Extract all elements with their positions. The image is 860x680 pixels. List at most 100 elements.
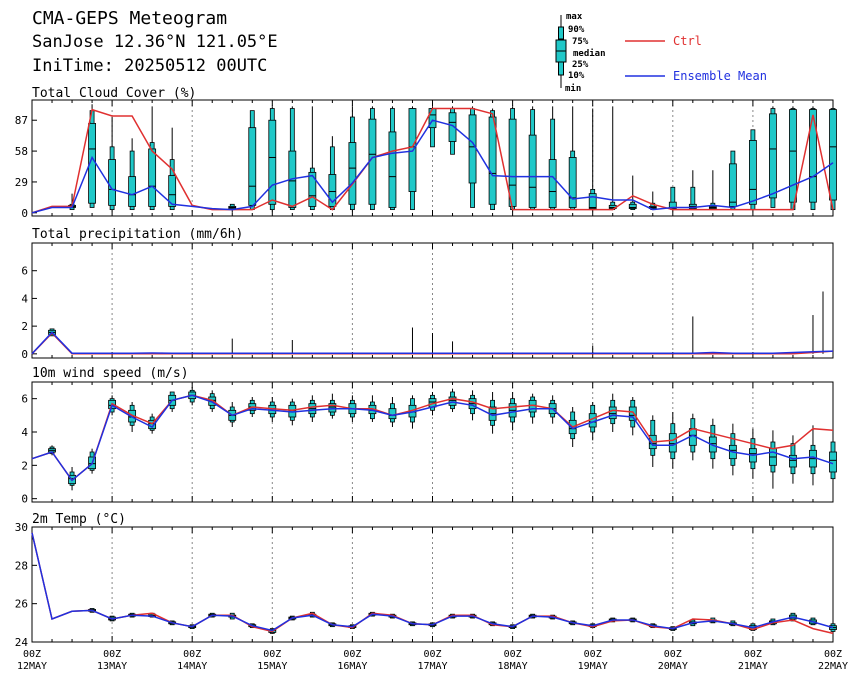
box-inner [508, 118, 517, 207]
mean-line [31, 331, 834, 355]
box-inner [769, 113, 777, 199]
box-inner [829, 109, 837, 201]
box-inner [528, 134, 537, 208]
box-inner [448, 112, 457, 142]
legend-box-outer-upper [558, 26, 564, 40]
legend-box-90: 90% [568, 25, 585, 35]
panel-title-temp: 2m Temp (°C) [32, 512, 126, 527]
y-tick-label: 58 [15, 145, 28, 158]
y-tick-label: 29 [15, 176, 28, 189]
legend-box-outer-lower [558, 61, 564, 76]
box-inner [328, 403, 337, 413]
x-tick-label-date: 14MAY [177, 661, 207, 672]
legend-box-min: min [565, 84, 582, 94]
legend-box-median: median [573, 49, 606, 59]
x-tick-label-date: 13MAY [97, 661, 127, 672]
mean-line [31, 532, 834, 632]
panel-title-wind: 10m wind speed (m/s) [32, 366, 189, 381]
y-tick-label: 6 [21, 393, 28, 406]
y-tick-label: 6 [21, 265, 28, 278]
box-inner [308, 171, 317, 207]
x-tick-label-time: 00Z [504, 649, 522, 660]
panel-title-precip: Total precipitation (mm/6h) [32, 227, 244, 242]
box-inner [789, 454, 797, 468]
box-inner [668, 433, 677, 453]
box-inner [328, 174, 337, 207]
box-inner [108, 159, 116, 206]
y-tick-label: 0 [21, 493, 28, 506]
box-inner [829, 451, 837, 473]
box-inner [448, 396, 457, 406]
panel-title-cloud: Total Cloud Cover (%) [32, 86, 197, 101]
y-tick-label: 4 [21, 292, 28, 305]
box-inner [268, 119, 277, 205]
y-tick-label: 2 [21, 459, 28, 472]
x-tick-label-time: 00Z [183, 649, 201, 660]
init-time-label: IniTime: 20250512 00UTC [32, 56, 268, 76]
y-tick-label: 24 [15, 636, 29, 649]
box-inner [468, 114, 477, 184]
x-tick-label-time: 00Z [103, 649, 121, 660]
panel-0: 0 29 58 87 [15, 99, 837, 220]
legend-box-25: 25% [572, 60, 589, 70]
panel-2: 0 2 4 6 [21, 381, 837, 506]
station-label: SanJose 12.36°N 121.05°E [32, 32, 278, 52]
x-tick-label-date: 17MAY [417, 661, 447, 672]
box-inner [628, 203, 637, 209]
box-inner [388, 131, 397, 208]
mean-line [31, 119, 834, 214]
box-inner [728, 163, 737, 207]
x-tick-label-date: 20MAY [658, 661, 688, 672]
x-tick-label-date: 22MAY [818, 661, 848, 672]
y-tick-label: 26 [15, 598, 28, 611]
x-tick-label-time: 00Z [423, 649, 441, 660]
box-inner [348, 142, 357, 205]
box-inner [388, 408, 397, 420]
x-tick-label-time: 00Z [744, 649, 762, 660]
x-tick-label-time: 00Z [263, 649, 281, 660]
y-tick-label: 0 [21, 348, 28, 361]
box-inner [148, 148, 157, 207]
x-tick-label-date: 15MAY [257, 661, 287, 672]
legend-mean-label: Ensemble Mean [673, 69, 767, 83]
x-tick-label-date: 21MAY [738, 661, 768, 672]
y-tick-label: 2 [21, 320, 28, 333]
box-inner [789, 109, 797, 203]
mean-line [31, 394, 834, 482]
box-inner [809, 109, 817, 203]
x-tick-label-time: 00Z [343, 649, 361, 660]
legend-box-75: 75% [572, 37, 589, 47]
x-tick-label-date: 18MAY [498, 661, 528, 672]
y-tick-label: 87 [15, 114, 28, 127]
y-tick-label: 28 [15, 559, 28, 572]
panel-3: 24 26 28 30 [15, 521, 837, 649]
box-inner [588, 193, 597, 209]
box-inner [568, 157, 577, 208]
box-inner [668, 201, 677, 209]
box-inner [749, 140, 757, 205]
x-tick-label-time: 00Z [23, 649, 41, 660]
ctrl-line [31, 107, 834, 214]
x-tick-label-time: 00Z [664, 649, 682, 660]
y-tick-label: 30 [15, 521, 28, 534]
box-inner [628, 406, 637, 421]
box-inner [608, 406, 617, 420]
legend-box-max: max [566, 12, 583, 22]
box-inner [488, 116, 497, 205]
x-tick-label-date: 19MAY [578, 661, 608, 672]
x-tick-label-time: 00Z [824, 649, 842, 660]
y-tick-label: 0 [21, 207, 28, 220]
box-inner [548, 159, 557, 208]
y-tick-label: 4 [21, 426, 28, 439]
x-tick-label-date: 12MAY [17, 661, 47, 672]
panel-1: 0 2 4 6 [21, 242, 834, 361]
chart-title: CMA-GEPS Meteogram [32, 8, 228, 29]
x-tick-label-date: 16MAY [337, 661, 367, 672]
box-inner [248, 127, 257, 206]
box-inner [168, 175, 177, 207]
box-inner [128, 176, 137, 207]
x-tick-label-time: 00Z [584, 649, 602, 660]
legend-ctrl-label: Ctrl [673, 34, 702, 48]
legend-box-10: 10% [568, 71, 585, 81]
